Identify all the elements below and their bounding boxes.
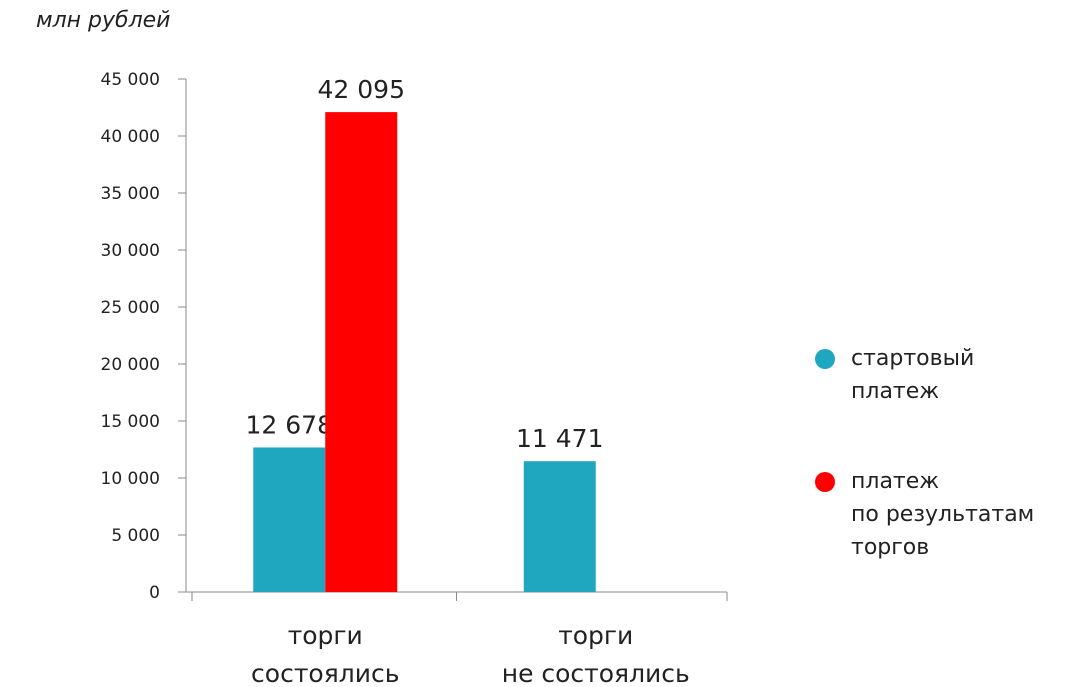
y-tick-label: 0: [149, 583, 160, 603]
data-label: 42 095: [318, 75, 405, 104]
y-tick-label: 30 000: [101, 241, 160, 261]
bar: [253, 447, 326, 592]
legend-label: платеж: [851, 469, 940, 494]
legend-label: торгов: [851, 535, 930, 560]
bar: [523, 461, 596, 592]
y-tick-label: 40 000: [101, 127, 160, 147]
legend-label: по результатам: [851, 502, 1035, 527]
x-tick-label: торги: [558, 621, 633, 650]
bar: [325, 112, 398, 592]
y-tick-label: 35 000: [101, 184, 160, 204]
legend-swatch: [815, 472, 835, 492]
legend-swatch: [815, 349, 835, 369]
y-tick-label: 20 000: [101, 355, 160, 375]
y-tick-label: 15 000: [101, 412, 160, 432]
y-tick-label: 25 000: [101, 298, 160, 318]
x-tick-label: не состоялись: [502, 659, 690, 687]
unit-label: млн рублей: [36, 8, 171, 33]
y-tick-label: 5 000: [111, 526, 160, 546]
data-label: 12 678: [246, 410, 333, 439]
legend: стартовый платеж платеж по результатам торго…: [815, 342, 1034, 564]
legend-item: стартовый платеж: [815, 342, 1034, 408]
x-tick-label: состоялись: [251, 659, 399, 687]
y-tick-label: 45 000: [101, 70, 160, 90]
legend-label: стартовый: [851, 346, 975, 371]
y-tick-label: 10 000: [101, 469, 160, 489]
x-tick-label: торги: [288, 621, 363, 650]
legend-item: платеж по результатам торгов: [815, 465, 1034, 564]
data-label: 11 471: [516, 424, 603, 453]
legend-label: платеж: [851, 379, 940, 404]
